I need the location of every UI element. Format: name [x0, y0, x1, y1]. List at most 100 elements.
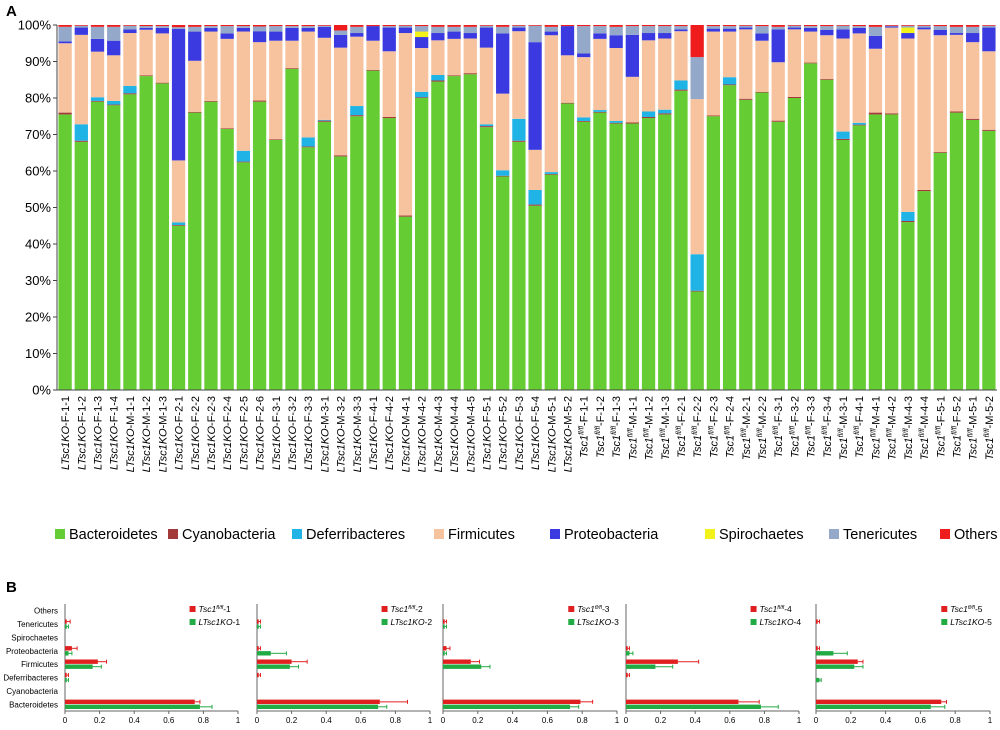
bar-segment-bacteroidetes: [301, 147, 315, 390]
bar-segment-proteobacteria: [107, 40, 121, 56]
bar-segment-others: [674, 25, 688, 27]
bar-segment-proteobacteria: [58, 41, 72, 44]
facet-x-tick-label: 0: [441, 716, 446, 725]
x-tick-label: Tsc1fl/fl-F-3-2: [789, 396, 801, 458]
x-tick-label: LTsc1KO-F-3-3: [303, 396, 315, 470]
facet-legend-label: LTsc1KO-1: [199, 617, 241, 627]
bar-segment-deferribacteres: [528, 189, 542, 205]
b-bar-green-firmicutes: [65, 664, 93, 669]
bar-segment-cyanobacteria: [398, 215, 413, 217]
bar-segment-tenericutes: [269, 26, 283, 32]
bar-segment-cyanobacteria: [333, 155, 348, 157]
bar-segment-cyanobacteria: [269, 139, 283, 140]
bar-segment-firmicutes: [90, 51, 105, 98]
bar-segment-firmicutes: [171, 160, 186, 223]
bar-segment-tenericutes: [496, 26, 510, 34]
bar-segment-tenericutes: [868, 26, 883, 36]
b-bar-green-tenericutes: [257, 624, 259, 629]
b-bar-red-bacteroidetes: [257, 699, 380, 705]
bar-segment-bacteroidetes: [447, 76, 461, 390]
bar-segment-others: [236, 25, 251, 27]
y-tick-label: 40%: [25, 237, 51, 252]
bar-segment-deferribacteres: [415, 91, 429, 98]
bar-segment-proteobacteria: [560, 26, 575, 56]
bar-segment-tenericutes: [58, 26, 72, 42]
x-tick-label: Tsc1fl/fl-M-4-1: [870, 396, 882, 460]
bar-segment-proteobacteria: [658, 33, 672, 39]
bar-segment-tenericutes: [171, 27, 186, 30]
b-bar-green-bacteroidetes: [443, 704, 571, 710]
bar-segment-bacteroidetes: [722, 85, 737, 390]
facet-legend-swatch: [381, 619, 388, 625]
x-tick-label: Tsc1fl/fl-F-5-2: [951, 396, 963, 458]
bar-segment-bacteroidetes: [74, 141, 88, 390]
bar-segment-firmicutes: [917, 29, 931, 190]
bar-segment-bacteroidetes: [188, 112, 202, 390]
facet-x-tick-label: 0.2: [655, 716, 667, 725]
bar-segment-cyanobacteria: [658, 113, 672, 115]
bar-segment-others: [366, 25, 380, 27]
facet-1: 0 0.2 0.4 0.6 0.8 1 Tsc1fl/fl-1 LTsc1KO-1: [63, 604, 241, 725]
x-tick-label: Tsc1fl/fl-F-4-1: [854, 396, 866, 458]
bar-segment-bacteroidetes: [544, 174, 558, 390]
panel-b-facet-charts: Others Tenericutes Spirochaetes Proteobacte…: [3, 604, 993, 725]
bar-segment-deferribacteres: [479, 124, 494, 127]
y-tick-label: 80%: [25, 91, 51, 106]
bar-segment-firmicutes: [690, 99, 704, 255]
bar-segment-others: [593, 25, 607, 27]
facet-x-tick-label: 0.6: [915, 716, 927, 725]
bar-segment-bacteroidetes: [690, 291, 704, 390]
bar-segment-bacteroidetes: [658, 114, 672, 391]
bar-segment-cyanobacteria: [188, 111, 202, 113]
bar-segment-others: [820, 25, 834, 27]
bar-segment-tenericutes: [949, 26, 964, 34]
b-bar-green-bacteroidetes: [257, 704, 379, 710]
bar-segment-others: [641, 25, 656, 27]
bar-segment-others: [949, 25, 964, 27]
bar-segment-bacteroidetes: [885, 114, 899, 391]
b-bar-red-deferribacteres: [626, 672, 628, 678]
bar-segment-deferribacteres: [641, 111, 656, 117]
y-tick-label: 20%: [25, 310, 51, 325]
legend-swatch-others: [940, 529, 950, 539]
legend-label-deferribacteres: Deferribacteres: [306, 527, 405, 543]
bar-segment-firmicutes: [415, 47, 429, 92]
bar-segment-proteobacteria: [820, 29, 834, 36]
bar-segment-others: [512, 25, 526, 26]
x-tick-label: Tsc1fl/fl-M-1-3: [660, 396, 672, 460]
bar-segment-firmicutes: [771, 62, 785, 121]
facet-x-tick-label: 0.4: [880, 716, 892, 725]
x-tick-label: LTsc1KO-M-3-1: [319, 396, 331, 472]
legend-label-proteobacteria: Proteobacteria: [564, 527, 659, 543]
bar-segment-deferribacteres: [236, 150, 251, 162]
facet-legend-label: Tsc1fl/fl-3: [577, 604, 610, 614]
bar-segment-proteobacteria: [706, 28, 721, 32]
x-tick-label: LTsc1KO-M-1-1: [125, 396, 137, 472]
bar-segment-bacteroidetes: [528, 205, 542, 390]
bar-segment-bacteroidetes: [803, 63, 818, 390]
y-tick-label: 100%: [18, 18, 52, 33]
bar-segment-firmicutes: [496, 93, 510, 171]
bar-segment-others: [155, 25, 169, 27]
bar-segment-tenericutes: [544, 26, 558, 32]
bar-segment-others: [269, 25, 283, 27]
bar-segment-cyanobacteria: [593, 111, 607, 113]
x-tick-label: LTsc1KO-F-3-2: [287, 396, 299, 470]
bar-segment-firmicutes: [966, 42, 980, 119]
bar-segment-cyanobacteria: [771, 120, 785, 122]
bar-segment-tenericutes: [285, 26, 299, 28]
bar-segment-others: [463, 25, 477, 27]
bar-segment-proteobacteria: [415, 37, 429, 48]
x-tick-label: Tsc1fl/fl-F-1-2: [595, 396, 607, 458]
bar-segment-proteobacteria: [641, 33, 656, 41]
bar-segment-proteobacteria: [479, 27, 494, 48]
bar-segment-firmicutes: [220, 38, 234, 129]
bar-segment-cyanobacteria: [236, 161, 251, 163]
bar-segment-bacteroidetes: [641, 118, 656, 390]
bar-segment-cyanobacteria: [155, 82, 169, 84]
bar-segment-deferribacteres: [512, 118, 526, 141]
bar-segment-proteobacteria: [317, 26, 332, 38]
bar-segment-deferribacteres: [74, 124, 88, 141]
b-category-label: Firmicutes: [21, 660, 58, 669]
bar-segment-cyanobacteria: [836, 138, 850, 140]
